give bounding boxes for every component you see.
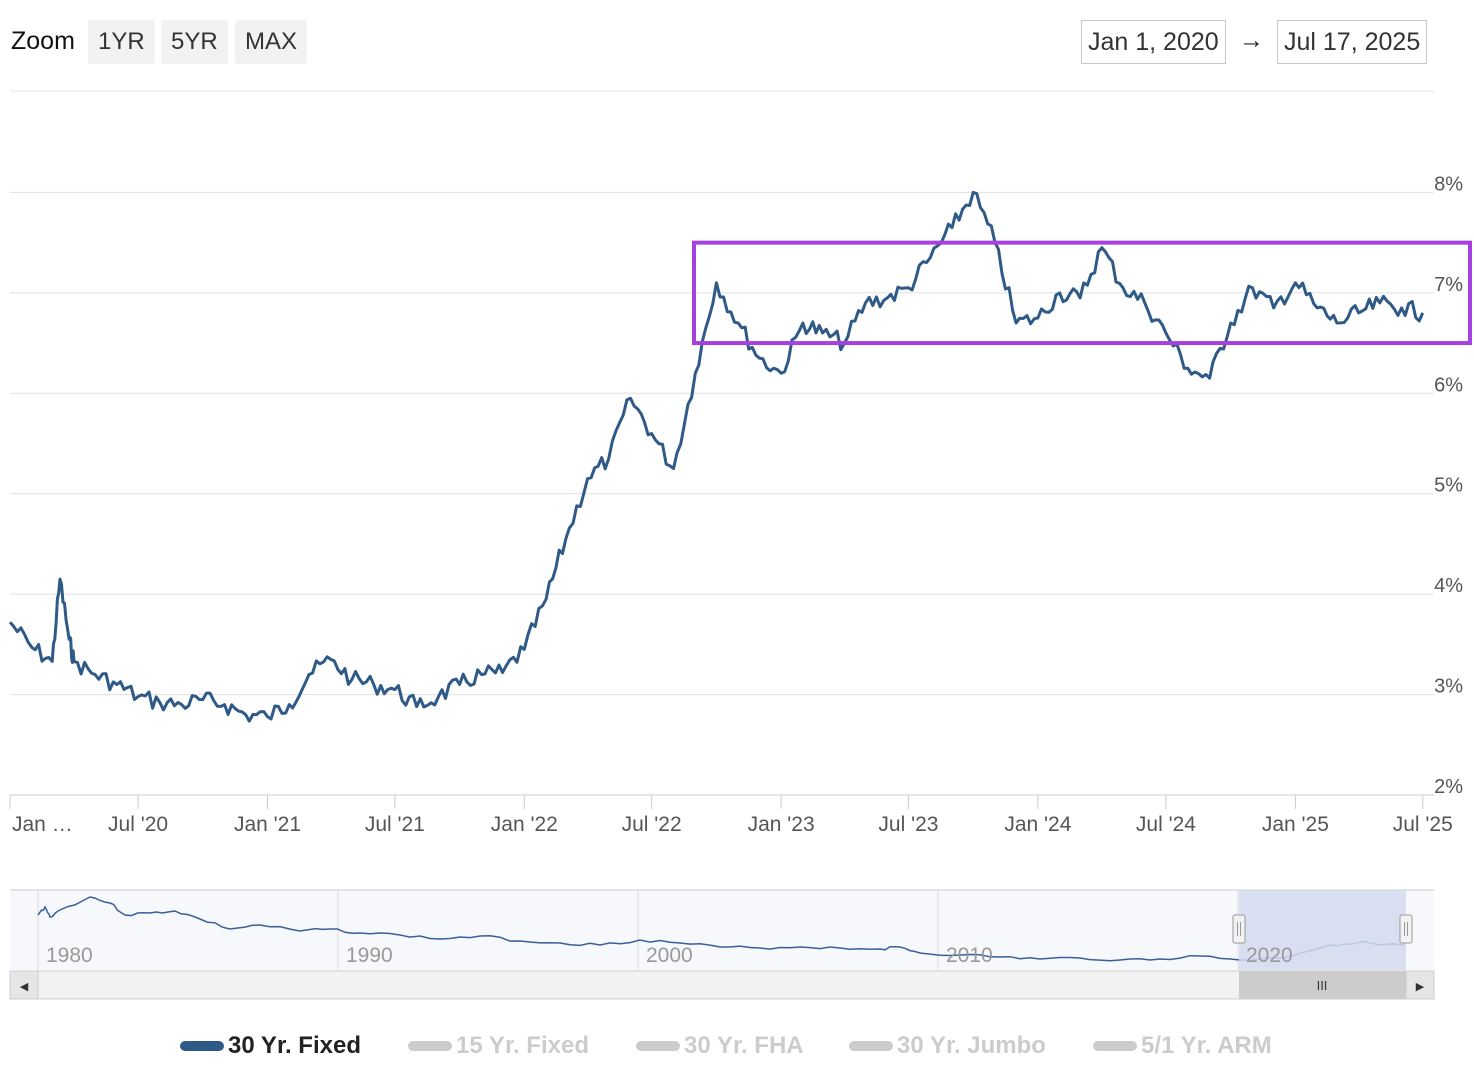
scrollbar-grip: III bbox=[1317, 978, 1328, 993]
x-tick-label: Jul '23 bbox=[878, 813, 938, 836]
navigator-background bbox=[10, 890, 1434, 970]
scroll-right-arrow-icon: ▶ bbox=[1416, 981, 1425, 993]
y-tick-label: 7% bbox=[1434, 274, 1463, 296]
zoom-1yr-button[interactable]: 1YR bbox=[88, 20, 155, 64]
zoom-label: Zoom bbox=[11, 27, 75, 55]
x-tick-label: Jul '20 bbox=[108, 813, 168, 836]
range-arrow-icon: → bbox=[1239, 26, 1264, 54]
legend-label: 30 Yr. Fixed bbox=[228, 1032, 361, 1059]
date-from-input[interactable]: Jan 1, 2020 bbox=[1081, 20, 1226, 64]
navigator-year-label: 1990 bbox=[346, 944, 393, 967]
date-to-input[interactable]: Jul 17, 2025 bbox=[1277, 20, 1428, 64]
y-tick-label: 8% bbox=[1434, 173, 1463, 195]
x-tick-label: Jul '25 bbox=[1393, 813, 1453, 836]
navigator-year-label: 2020 bbox=[1246, 944, 1293, 967]
scroll-right-button[interactable] bbox=[1405, 970, 1435, 1000]
x-tick-label: Jul '22 bbox=[622, 813, 682, 836]
legend-label: 30 Yr. Jumbo bbox=[897, 1032, 1046, 1059]
x-tick-label: Jan '24 bbox=[1004, 813, 1071, 836]
scrollbar-thumb[interactable] bbox=[1239, 971, 1406, 999]
x-tick-label: Jan '22 bbox=[491, 813, 558, 836]
y-tick-label: 5% bbox=[1434, 475, 1463, 497]
scroll-left-arrow-icon: ◀ bbox=[20, 981, 29, 993]
legend-item-30yr-fixed[interactable]: 30 Yr. Fixed bbox=[180, 1031, 361, 1061]
navigator-left-handle[interactable] bbox=[1232, 914, 1246, 944]
x-tick-label: Jan '25 bbox=[1262, 813, 1329, 836]
navigator-year-label: 1980 bbox=[46, 944, 93, 967]
x-tick-label: Jan '21 bbox=[234, 813, 301, 836]
y-tick-label: 3% bbox=[1434, 676, 1463, 698]
scroll-left-button[interactable] bbox=[9, 970, 39, 1000]
zoom-max-button[interactable]: MAX bbox=[235, 20, 308, 64]
legend-item-5-1-arm[interactable]: 5/1 Yr. ARM bbox=[1093, 1031, 1272, 1061]
main-chart: 2% 3% 4% 5% 6% 7% 8% Jan … Jul '20 Jan '21 Jul '2… bbox=[8, 90, 1472, 836]
navigator-series-line bbox=[37, 896, 1405, 962]
navigator[interactable]: 1980 1990 2000 2010 2020 ◀ III ▶ bbox=[0, 885, 1474, 1005]
zoom-5yr-button[interactable]: 5YR bbox=[161, 20, 228, 64]
legend-label: 30 Yr. FHA bbox=[684, 1032, 804, 1059]
x-tick-label: Jul '21 bbox=[365, 813, 425, 836]
navigator-right-handle[interactable] bbox=[1399, 914, 1413, 944]
x-tick-label: Jul '24 bbox=[1136, 813, 1196, 836]
legend-swatch bbox=[636, 1041, 680, 1051]
y-tick-label: 6% bbox=[1434, 374, 1463, 396]
legend-swatch bbox=[849, 1041, 893, 1051]
legend-item-30yr-jumbo[interactable]: 30 Yr. Jumbo bbox=[849, 1031, 1046, 1061]
legend-label: 5/1 Yr. ARM bbox=[1141, 1032, 1272, 1059]
x-tick-label: Jan … bbox=[12, 813, 73, 836]
legend-item-30yr-fha[interactable]: 30 Yr. FHA bbox=[636, 1031, 804, 1061]
navigator-selected-range[interactable] bbox=[1239, 890, 1406, 970]
legend-swatch bbox=[408, 1041, 452, 1051]
range-toolbar: Zoom 1YR 5YR MAX Jan 1, 2020 → Jul 17, 2… bbox=[0, 0, 1474, 90]
scrollbar-track[interactable] bbox=[9, 970, 1435, 1000]
highlight-box bbox=[692, 240, 1472, 346]
legend-swatch bbox=[180, 1041, 224, 1051]
legend: 30 Yr. Fixed 15 Yr. Fixed 30 Yr. FHA 30 … bbox=[0, 1025, 1474, 1065]
y-tick-label: 4% bbox=[1434, 575, 1463, 597]
series-line-30yr-fixed bbox=[8, 190, 1425, 723]
navigator-year-label: 2010 bbox=[946, 944, 993, 967]
y-tick-label: 2% bbox=[1434, 776, 1463, 798]
legend-item-15yr-fixed[interactable]: 15 Yr. Fixed bbox=[408, 1031, 589, 1061]
navigator-year-label: 2000 bbox=[646, 944, 693, 967]
legend-swatch bbox=[1093, 1041, 1137, 1051]
legend-label: 15 Yr. Fixed bbox=[456, 1032, 589, 1059]
x-tick-label: Jan '23 bbox=[748, 813, 815, 836]
